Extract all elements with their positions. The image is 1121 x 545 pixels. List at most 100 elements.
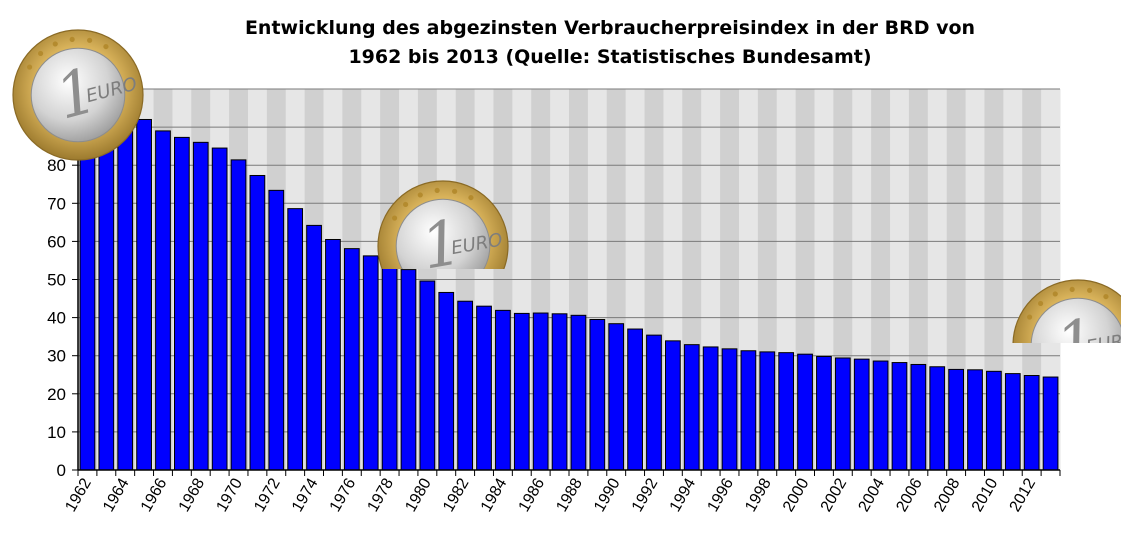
x-tick-label: 2008: [931, 475, 964, 514]
x-tick-label: 2012: [1007, 475, 1040, 514]
bar-1991: [627, 328, 643, 471]
x-tick-label: 1990: [591, 475, 624, 514]
bar-2011: [1004, 373, 1021, 471]
coin-star: [391, 215, 398, 221]
bar-2008: [948, 368, 964, 471]
bar-1972: [268, 189, 285, 471]
y-tick-label: 70: [47, 194, 66, 213]
bar-2005: [891, 362, 908, 471]
coin-star: [69, 36, 75, 43]
bar-1966: [155, 130, 171, 471]
bar-1965: [136, 118, 152, 471]
bar-1995: [702, 346, 719, 471]
coin-star: [434, 187, 440, 194]
x-tick-label: 1972: [251, 475, 284, 514]
bar-1989: [589, 319, 606, 471]
bar-1985: [513, 312, 530, 471]
bar-2000: [797, 353, 813, 471]
bar-1990: [608, 323, 625, 471]
x-tick-label: 1986: [516, 475, 549, 514]
bar-2002: [834, 357, 851, 471]
y-tick-label: 60: [47, 232, 66, 251]
coin-star: [1052, 291, 1058, 297]
x-tick-label: 2000: [780, 475, 813, 514]
bar-1969: [211, 147, 228, 471]
bar-1993: [665, 340, 681, 471]
coin-star: [87, 37, 93, 43]
coin-star: [26, 64, 33, 70]
bar-2007: [929, 366, 946, 471]
coin-star: [37, 50, 44, 57]
x-tick-label: 1982: [440, 475, 473, 514]
bar-1967: [174, 136, 190, 471]
bar-1971: [249, 174, 266, 471]
chart-title-line-1: Entwicklung des abgezinsten Verbraucherp…: [244, 17, 976, 39]
y-tick-label: 20: [47, 385, 66, 404]
y-tick-label: 80: [47, 156, 66, 175]
bar-1964: [117, 107, 134, 471]
bar-1968: [192, 141, 209, 471]
coin-star: [402, 201, 409, 208]
bar-1984: [495, 309, 511, 471]
coin-star: [1069, 286, 1075, 293]
chart-title: Entwicklung des abgezinsten Verbraucherp…: [140, 14, 1080, 72]
x-tick-label: 1976: [327, 475, 360, 514]
y-tick-label: 30: [47, 347, 66, 366]
bar-1983: [476, 305, 492, 471]
bar-2009: [967, 369, 983, 471]
coin-core: [395, 198, 491, 269]
bar-1987: [551, 313, 568, 471]
x-tick-label: 1992: [629, 475, 662, 514]
x-tick-label: 2004: [856, 475, 889, 514]
x-tick-label: 1964: [100, 475, 133, 514]
coin-star: [468, 194, 474, 201]
bar-1986: [532, 312, 549, 471]
coin-star: [1026, 314, 1033, 320]
bar-2010: [986, 370, 1002, 471]
bar-1974: [306, 224, 322, 471]
bar-1973: [287, 208, 304, 471]
y-tick-label: 40: [47, 309, 66, 328]
coin-star: [1103, 293, 1109, 300]
bar-1978: [381, 261, 398, 471]
y-tick-label: 50: [47, 271, 66, 290]
x-tick-label: 1970: [213, 475, 246, 514]
bar-2012: [1023, 375, 1040, 471]
x-tick-label: 2006: [893, 475, 926, 514]
bar-1982: [457, 300, 473, 471]
x-tick-label: 1984: [478, 475, 511, 514]
x-tick-label: 1966: [138, 475, 171, 514]
x-tick-label: 2002: [818, 475, 851, 514]
y-tick-label: 10: [47, 423, 66, 442]
coin-star: [452, 188, 458, 194]
bar-1970: [230, 159, 247, 471]
coin-star: [1087, 287, 1093, 293]
coin-core: [1030, 297, 1121, 343]
x-tick-label: 1962: [62, 475, 95, 514]
coin-star: [417, 192, 423, 198]
bar-1988: [570, 314, 587, 471]
bar-2003: [853, 358, 870, 471]
x-tick-label: 1994: [667, 475, 700, 514]
coin-star: [52, 41, 58, 47]
chart-title-line-2: 1962 bis 2013 (Quelle: Statistisches Bun…: [348, 46, 872, 68]
x-tick-labels: 1962 1964 1966 1968 1970 1972 1974 1976 1978 1980…: [62, 475, 1039, 514]
coin-core: [30, 47, 126, 143]
bar-1979: [400, 269, 417, 471]
bar-1977: [362, 255, 379, 471]
x-tick-label: 1968: [176, 475, 209, 514]
bar-2004: [872, 360, 889, 471]
x-tick-label: 2010: [969, 475, 1002, 514]
bar-1975: [325, 238, 341, 471]
bar-2006: [910, 363, 927, 471]
x-tick-label: 1998: [742, 475, 775, 514]
x-tick-label: 1978: [365, 475, 398, 514]
x-tick-label: 1988: [553, 475, 586, 514]
bar-1996: [721, 348, 738, 471]
bar-1992: [646, 334, 662, 471]
